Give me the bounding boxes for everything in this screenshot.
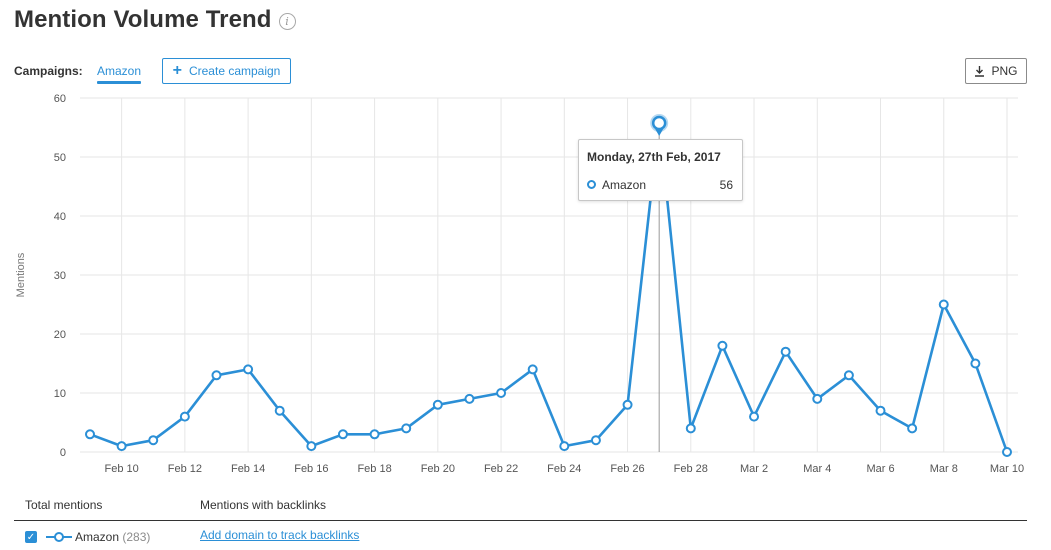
info-icon[interactable]: i <box>278 13 296 30</box>
data-point <box>559 441 570 452</box>
total-mentions-header: Total mentions <box>25 498 103 512</box>
data-point <box>85 429 95 440</box>
x-tick-label: Mar 4 <box>803 463 831 475</box>
data-point <box>464 393 475 404</box>
data-point <box>685 423 696 434</box>
data-point <box>369 429 380 440</box>
legend-line-marker-icon <box>46 532 72 542</box>
tooltip-date: Monday, 27th Feb, 2017 <box>587 150 721 164</box>
download-icon <box>975 66 985 77</box>
x-tick-label: Feb 16 <box>294 463 328 475</box>
data-point <box>401 423 412 434</box>
footer-divider <box>14 520 1027 521</box>
x-tick-label: Mar 6 <box>866 463 894 475</box>
tooltip-series-name: Amazon <box>602 178 647 192</box>
x-tick-label: Feb 28 <box>674 463 708 475</box>
data-point <box>1002 447 1012 457</box>
data-point <box>527 364 538 375</box>
data-point <box>496 388 507 398</box>
highlight-data-point <box>651 115 667 131</box>
y-tick-label: 0 <box>60 447 66 459</box>
x-tick-label: Feb 12 <box>168 463 202 475</box>
export-png-button[interactable]: PNG <box>965 58 1027 84</box>
data-point <box>875 405 886 416</box>
y-axis-label: Mentions <box>15 252 27 297</box>
create-campaign-button[interactable]: + Create campaign <box>162 58 291 84</box>
data-point <box>717 340 728 351</box>
backlinks-header: Mentions with backlinks <box>200 498 327 512</box>
x-tick-label: Feb 26 <box>610 463 644 475</box>
mention-volume-chart: 0 10 20 30 40 50 60 Feb 10 Feb 12 Feb 14 Feb 16 Feb… <box>15 93 1024 475</box>
page-title: Mention Volume Trend <box>14 6 272 33</box>
highlight-marker-tail <box>655 129 664 136</box>
x-tick-label: Feb 10 <box>104 463 138 475</box>
data-point <box>306 441 317 452</box>
x-tick-label: Feb 22 <box>484 463 518 475</box>
add-domain-link[interactable]: Add domain to track backlinks <box>200 528 360 542</box>
legend-series-label: Amazon (283) <box>75 530 150 544</box>
data-point <box>780 346 791 357</box>
data-point <box>907 423 918 434</box>
x-tick-label: Feb 24 <box>547 463 581 475</box>
series-line <box>89 158 1009 453</box>
plus-icon: + <box>172 62 182 79</box>
data-point <box>938 299 949 310</box>
y-tick-label: 30 <box>54 270 66 282</box>
x-tick-label: Feb 20 <box>421 463 455 475</box>
data-point <box>243 364 254 375</box>
data-point <box>749 411 760 422</box>
title-row: Mention Volume Trend i <box>14 6 296 34</box>
x-tick-label: Mar 2 <box>740 463 768 475</box>
data-point <box>812 393 823 404</box>
x-tick-label: Mar 10 <box>990 463 1024 475</box>
data-point <box>622 399 633 410</box>
create-campaign-label: Create campaign <box>188 64 281 78</box>
data-point <box>274 405 285 416</box>
tooltip-series-marker <box>587 180 596 189</box>
legend-series-name: Amazon <box>75 530 120 544</box>
legend-series-count: (283) <box>122 530 151 544</box>
active-tab-indicator <box>97 81 141 84</box>
data-point <box>179 411 190 422</box>
data-point <box>148 435 159 446</box>
campaign-tab-amazon[interactable]: Amazon <box>97 64 142 78</box>
chart-tooltip: Monday, 27th Feb, 2017 Amazon 56 <box>578 139 743 201</box>
tooltip-value: 56 <box>719 178 733 192</box>
campaign-toolbar: Campaigns: Amazon + Create campaign PNG <box>14 58 1027 84</box>
data-point <box>211 370 222 381</box>
export-png-label: PNG <box>991 64 1018 78</box>
data-point <box>116 441 127 452</box>
data-point <box>432 399 443 410</box>
series-toggle-checkbox[interactable]: ✓ <box>25 531 37 543</box>
x-tick-label: Mar 8 <box>930 463 958 475</box>
data-point <box>970 358 981 369</box>
campaigns-label: Campaigns: <box>14 64 83 78</box>
y-tick-label: 20 <box>54 329 66 341</box>
x-tick-label: Feb 18 <box>357 463 391 475</box>
data-point <box>590 435 601 446</box>
x-tick-label: Feb 14 <box>231 463 265 475</box>
data-point <box>843 370 854 381</box>
y-tick-label: 10 <box>54 388 66 400</box>
y-tick-label: 60 <box>54 93 66 105</box>
y-tick-label: 50 <box>54 152 66 164</box>
y-tick-label: 40 <box>54 211 66 223</box>
data-point <box>337 429 348 440</box>
